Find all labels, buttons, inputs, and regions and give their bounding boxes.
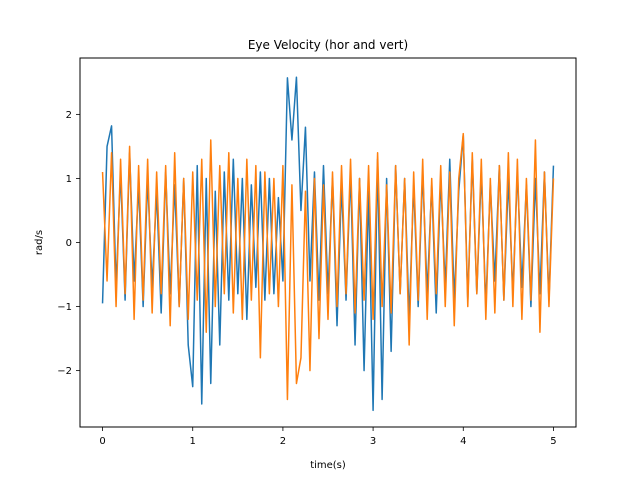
y-axis-label: rad/s xyxy=(34,230,45,255)
chart-title: Eye Velocity (hor and vert) xyxy=(248,38,408,52)
x-tick-label: 1 xyxy=(190,436,196,447)
x-tick-label: 2 xyxy=(280,436,286,447)
x-axis-ticks: 0 1 2 3 4 5 xyxy=(99,427,557,447)
y-tick-label: −2 xyxy=(57,366,72,377)
y-tick-label: 1 xyxy=(66,174,72,185)
x-axis-label: time(s) xyxy=(310,460,346,471)
y-tick-label: −1 xyxy=(57,302,72,313)
series-layer xyxy=(101,76,555,412)
x-tick-label: 3 xyxy=(370,436,376,447)
y-tick-label: 0 xyxy=(66,238,72,249)
x-tick-label: 5 xyxy=(550,436,556,447)
series-line-2 xyxy=(101,132,555,401)
x-tick-label: 4 xyxy=(460,436,466,447)
y-tick-label: 2 xyxy=(66,110,72,121)
y-axis-ticks: −2 −1 0 1 2 xyxy=(57,110,80,377)
x-tick-label: 0 xyxy=(99,436,105,447)
